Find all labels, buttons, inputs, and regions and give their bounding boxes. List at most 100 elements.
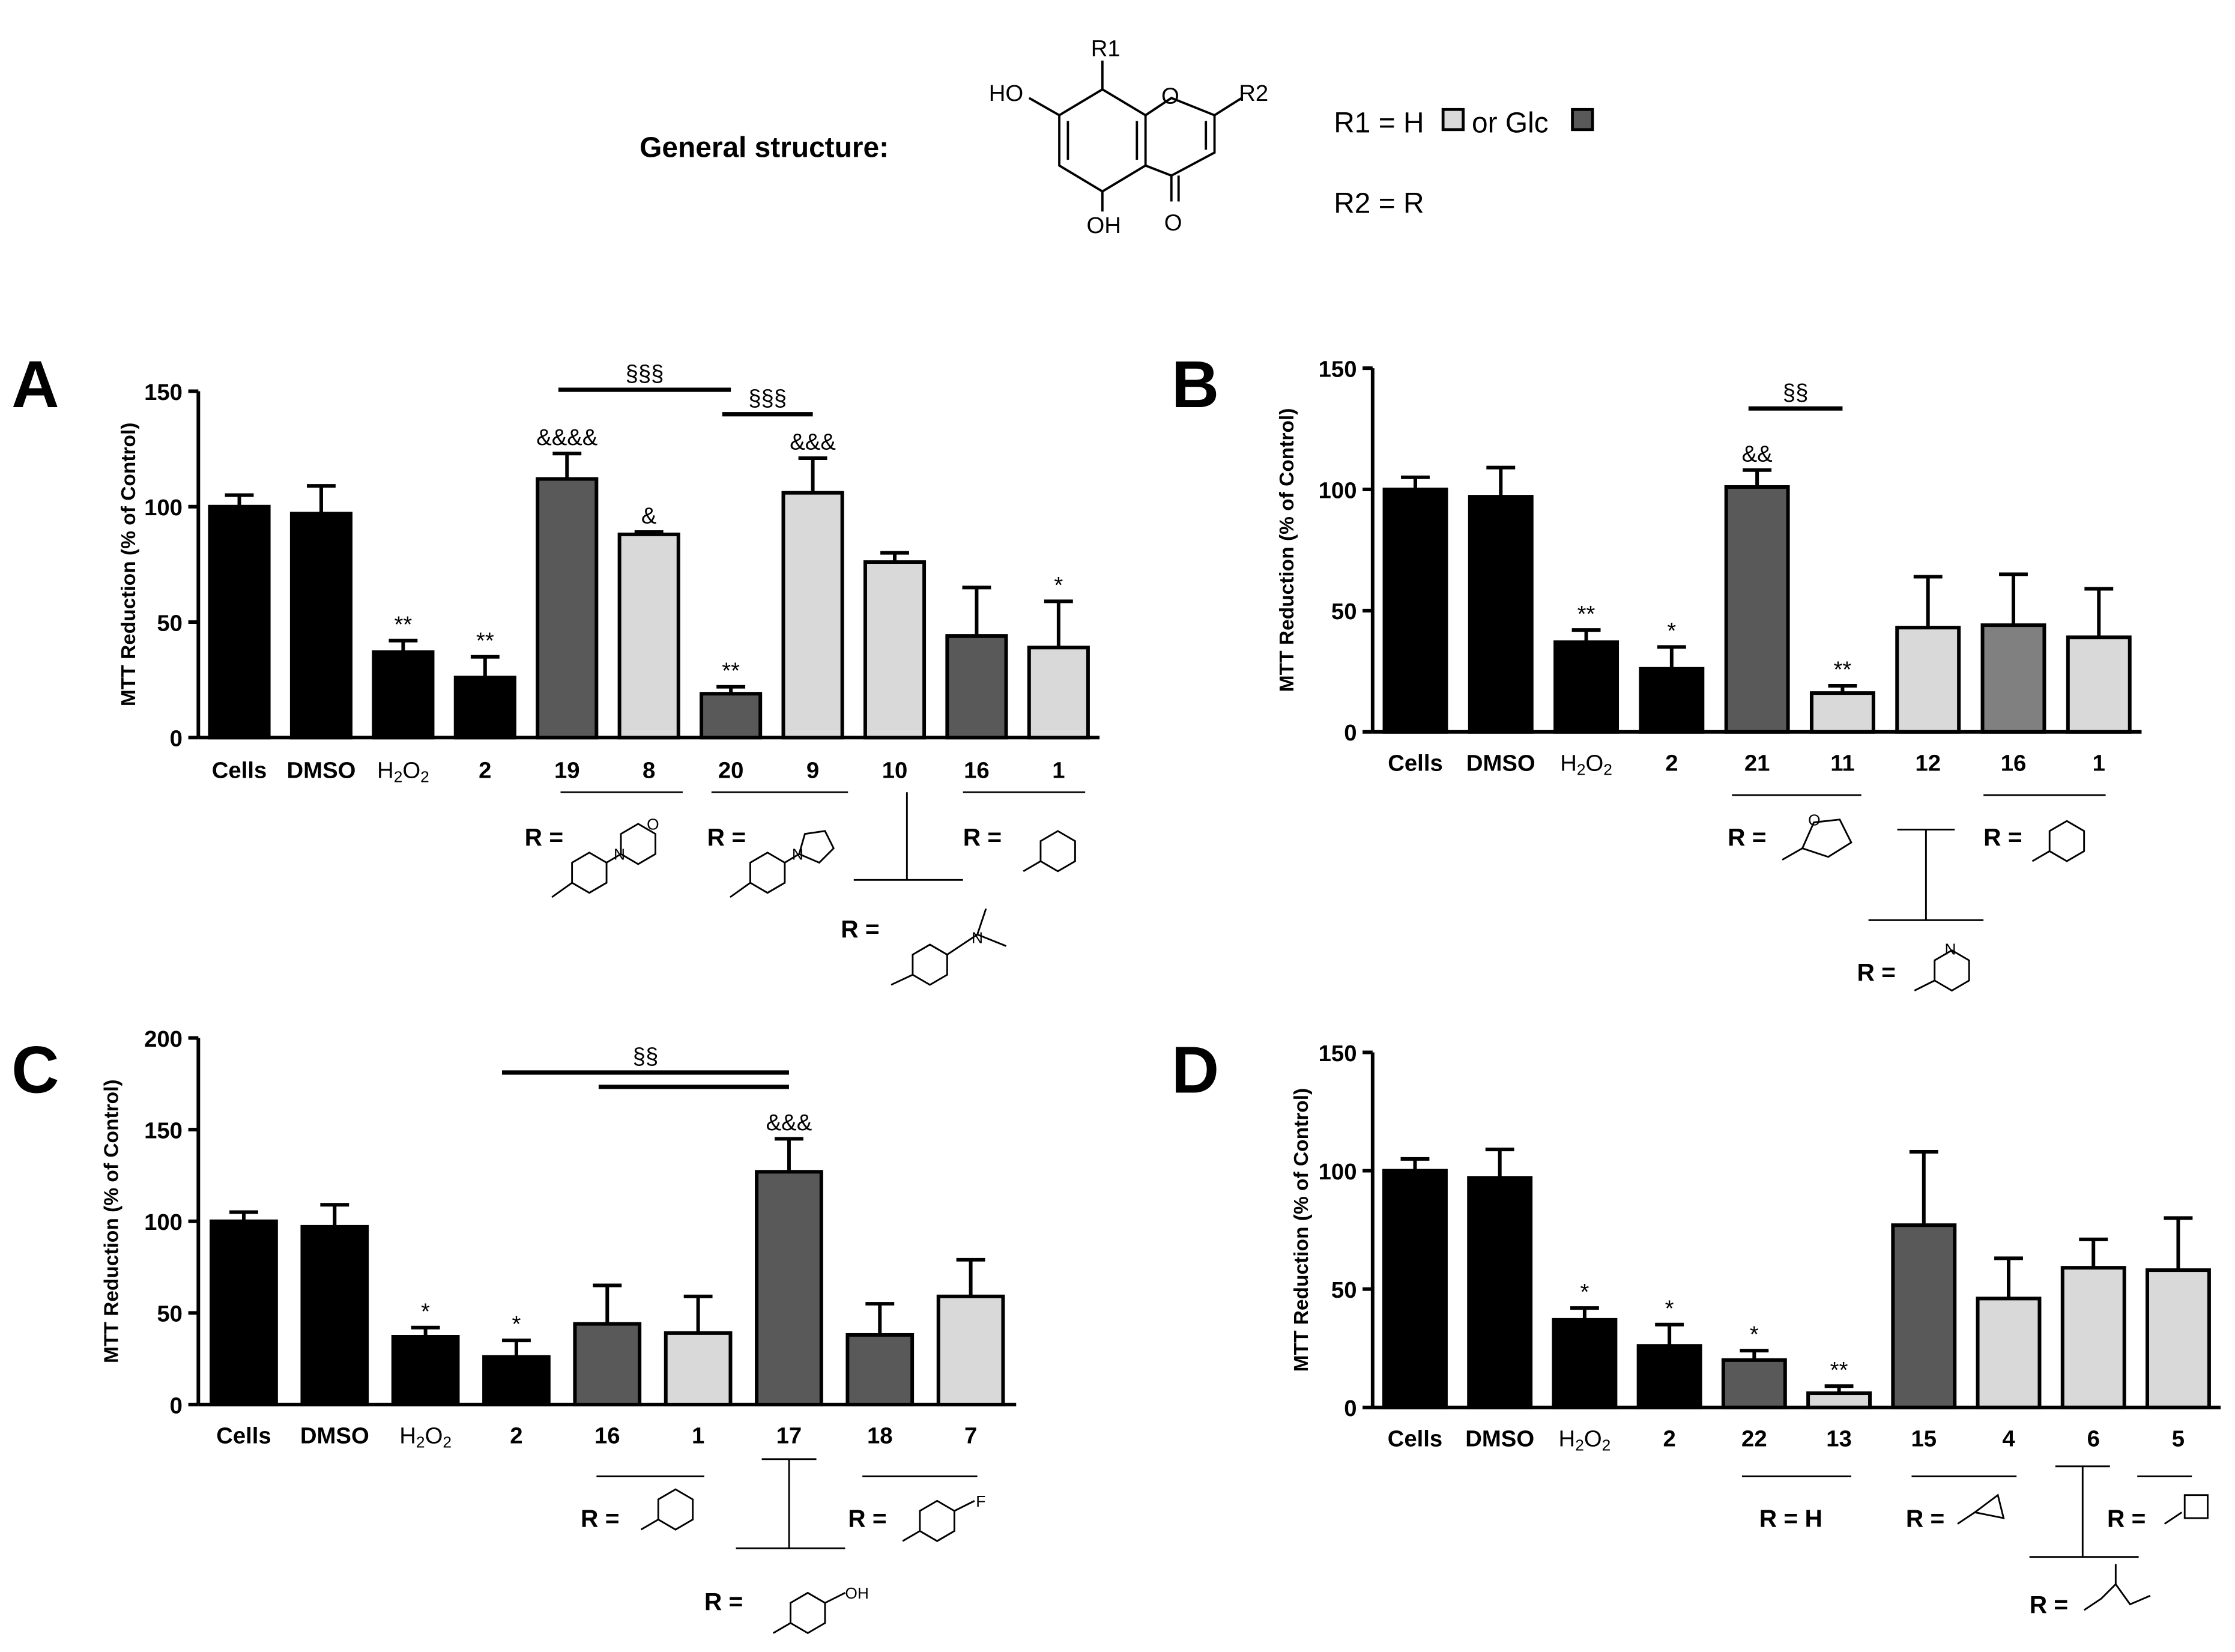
bar	[2060, 1266, 2126, 1409]
x-tick-label: 2	[479, 757, 491, 783]
atom-oh: OH	[1087, 213, 1121, 238]
x-tick-label: 11	[1830, 750, 1854, 776]
chart-panel-b: 0 50 100 150 MTT Reduction (% of Control) Cel…	[1276, 357, 2142, 779]
x-tick-label: 6	[2087, 1426, 2100, 1451]
atom-o-furan: O	[1808, 811, 1820, 829]
swatch-dark-gray	[1571, 107, 1594, 132]
bar	[1806, 1391, 1872, 1409]
bar	[936, 1294, 1005, 1406]
substituent-r-labels: R = R = R = R = R = R = R = R = R = R = …	[525, 823, 2146, 1618]
bar	[372, 650, 435, 740]
significance-label: **	[1577, 601, 1595, 627]
atom-oh-phenol: OH	[845, 1584, 868, 1602]
atom-r2: R2	[1239, 80, 1268, 106]
atom-o-ring: O	[1161, 83, 1179, 109]
r-label-a-2: R =	[707, 823, 746, 851]
significance-label: **	[1834, 657, 1852, 683]
r-label-c-2: R =	[848, 1504, 886, 1532]
general-structure: General structure: R1 R2 HO O OH O R1 = …	[640, 36, 1594, 238]
bar	[391, 1335, 460, 1406]
x-tick-label: 1	[1052, 757, 1065, 783]
r1-definition: R1 = H	[1334, 107, 1424, 139]
bar	[1552, 1318, 1618, 1409]
r-label-d-1: R = H	[1759, 1504, 1822, 1532]
y-tick-label: 150	[144, 380, 183, 405]
bar	[1980, 623, 2046, 734]
bar	[863, 560, 927, 740]
x-tick-label: 2	[1665, 750, 1678, 776]
x-tick-label: 13	[1826, 1426, 1852, 1451]
bar	[1382, 1169, 1448, 1409]
bar	[664, 1331, 733, 1406]
r-label-b-2: R =	[1983, 823, 2022, 851]
r-label-a-3: R =	[841, 915, 879, 943]
bar	[289, 512, 353, 740]
x-tick-label: 9	[806, 757, 819, 783]
x-tick-label: H2O2	[1559, 1426, 1611, 1454]
bar	[1553, 640, 1620, 734]
x-tick-label: H2O2	[377, 757, 429, 785]
bar	[781, 491, 844, 740]
significance-label: &&&	[790, 429, 836, 455]
x-tick-label: Cells	[1388, 750, 1443, 776]
significance-label: **	[476, 628, 494, 653]
significance-label: &	[641, 503, 657, 529]
significance-label: *	[421, 1298, 430, 1324]
y-tick-label: 100	[1319, 477, 1357, 503]
y-tick-label: 50	[157, 610, 183, 636]
r-label-d-3: R =	[2107, 1504, 2146, 1532]
comparison-label: §§	[1783, 380, 1809, 405]
bar	[1467, 1176, 1533, 1409]
bar	[1809, 691, 1875, 734]
bar	[1721, 1358, 1787, 1409]
y-tick-label: 50	[1331, 1277, 1357, 1303]
x-tick-label: 18	[867, 1423, 893, 1449]
y-axis-label: MTT Reduction (% of Control)	[1276, 408, 1298, 692]
bar	[755, 1170, 823, 1406]
y-axis-label: MTT Reduction (% of Control)	[100, 1079, 122, 1363]
panel-letter-b: B	[1172, 348, 1220, 422]
atom-f: F	[976, 1492, 985, 1510]
y-tick-label: 0	[1344, 1396, 1356, 1421]
chart-panel-c: 0 50 100 150 200 MTT Reduction (% of Control)…	[100, 1026, 1017, 1451]
r1-or-glc: or Glc	[1472, 107, 1549, 139]
x-tick-label: 15	[1911, 1426, 1937, 1451]
x-tick-label: 21	[1744, 750, 1770, 776]
r2-definition: R2 = R	[1334, 188, 1424, 220]
x-tick-label: 17	[776, 1423, 802, 1449]
r-label-c-3: R =	[704, 1588, 743, 1615]
y-axis-label: MTT Reduction (% of Control)	[1290, 1088, 1313, 1372]
atom-n-pyridine: N	[1944, 940, 1956, 958]
significance-label: **	[722, 658, 740, 683]
significance-label: &&	[1742, 441, 1773, 467]
x-tick-label: 2	[1663, 1426, 1675, 1451]
y-tick-label: 0	[1344, 720, 1356, 746]
x-tick-label: H2O2	[399, 1423, 452, 1451]
x-tick-label: DMSO	[1466, 750, 1535, 776]
bar	[208, 504, 271, 740]
x-tick-label: Cells	[216, 1423, 271, 1449]
x-tick-label: H2O2	[1560, 750, 1612, 778]
x-tick-label: 16	[594, 1423, 620, 1449]
significance-label: *	[1667, 618, 1676, 644]
flavone-skeleton	[1028, 60, 1243, 212]
y-tick-label: 200	[144, 1026, 183, 1052]
bar	[1891, 1223, 1957, 1409]
x-tick-label: 22	[1741, 1426, 1767, 1451]
bar	[845, 1333, 915, 1406]
bar	[536, 477, 599, 740]
y-tick-label: 150	[1319, 1041, 1357, 1067]
x-tick-label: DMSO	[1465, 1426, 1534, 1451]
x-tick-label: 7	[964, 1423, 977, 1449]
bar	[482, 1355, 551, 1406]
y-tick-label: 100	[144, 495, 183, 521]
bar	[1976, 1296, 2042, 1409]
x-tick-label: 4	[2002, 1426, 2015, 1451]
bar	[1468, 495, 1534, 734]
y-tick-label: 0	[170, 726, 183, 752]
significance-label: *	[1580, 1279, 1589, 1305]
general-structure-label: General structure:	[640, 132, 889, 163]
bar	[1639, 667, 1705, 734]
